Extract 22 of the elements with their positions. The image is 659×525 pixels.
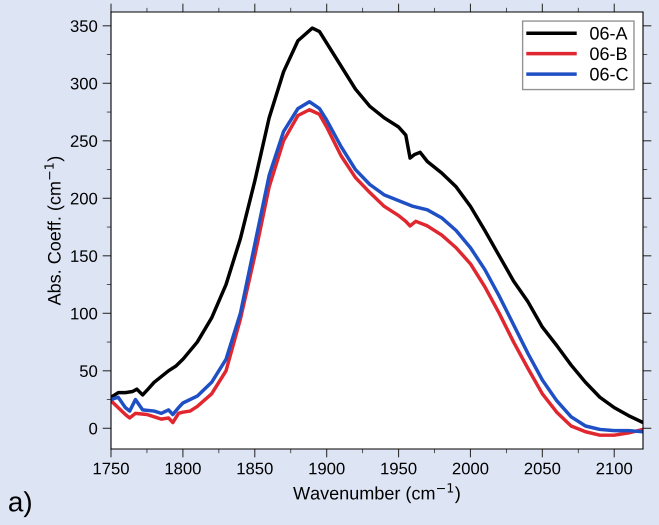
x-tick-label: 1800 xyxy=(166,462,201,474)
legend-label: 06-C xyxy=(590,68,628,81)
y-tick-label: 350 xyxy=(70,20,98,32)
x-tick-label: 1950 xyxy=(381,462,416,474)
x-tick-label: 2050 xyxy=(524,462,560,474)
y-tick-label: 100 xyxy=(71,308,98,320)
x-tick-label: 2100 xyxy=(596,462,632,474)
legend-label: 06-A xyxy=(590,26,628,40)
y-tick-label: 150 xyxy=(71,250,98,262)
x-tick-label: 1850 xyxy=(238,462,273,474)
x-axis-title: Wavenumber (cm$^{−1}$) xyxy=(293,483,460,504)
text: a) xyxy=(9,491,31,518)
x-tick-label: 1750 xyxy=(94,462,129,474)
y-tick-label: 250 xyxy=(70,135,98,148)
y-tick-label: 300 xyxy=(70,78,98,90)
x-tick-label: 1900 xyxy=(309,462,345,474)
y-tick-label: 50 xyxy=(80,365,98,378)
y-axis-title: Abs. Coeff. (cm$^{−1}$) xyxy=(44,156,64,306)
y-tick-label: 0 xyxy=(89,422,98,435)
y-tick-label: 200 xyxy=(70,192,98,205)
x-tick-label: 2000 xyxy=(452,462,488,474)
legend-label: 06-B xyxy=(590,47,627,60)
